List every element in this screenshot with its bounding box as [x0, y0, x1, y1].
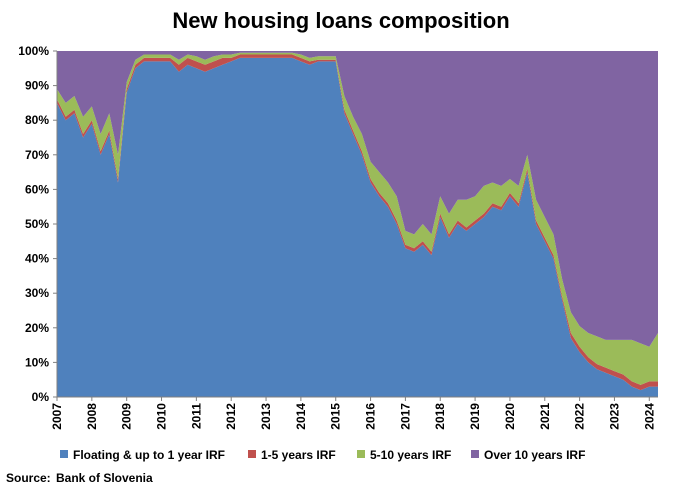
y-tick-label: 40% [25, 252, 49, 266]
x-tick-label: 2013 [259, 403, 273, 430]
x-tick-label: 2012 [224, 403, 238, 430]
legend: Floating & up to 1 year IRF 1-5 years IRF… [60, 448, 585, 462]
x-tick-label: 2008 [85, 403, 99, 430]
x-tick-label: 2023 [607, 403, 621, 430]
y-tick-label: 30% [25, 286, 49, 300]
x-tick-label: 2014 [294, 403, 308, 430]
legend-label: 5-10 years IRF [370, 448, 451, 462]
area-series-2 [57, 52, 658, 385]
x-tick-label: 2015 [329, 403, 343, 430]
x-tick-label: 2017 [398, 403, 412, 430]
x-tick-label: 2007 [50, 403, 64, 430]
y-tick-label: 80% [25, 113, 49, 127]
x-tick-label: 2009 [120, 403, 134, 430]
y-tick-label: 70% [25, 148, 49, 162]
legend-swatch [60, 450, 68, 458]
legend-label: Floating & up to 1 year IRF [73, 448, 225, 462]
stacked-areas [57, 51, 658, 398]
y-tick-label: 20% [25, 321, 49, 335]
legend-swatch [248, 450, 256, 458]
y-tick-label: 60% [25, 182, 49, 196]
source-text: Bank of Slovenia [56, 471, 153, 485]
area-series-3 [57, 51, 658, 347]
x-tick-label: 2020 [503, 403, 517, 430]
legend-label: 1-5 years IRF [261, 448, 336, 462]
area-series-0 [57, 57, 658, 398]
y-tick-label: 50% [25, 217, 49, 231]
x-tick-label: 2016 [364, 403, 378, 430]
x-tick-label: 2024 [642, 403, 656, 430]
y-tick-label: 100% [18, 44, 49, 58]
y-tick-label: 0% [32, 390, 50, 404]
x-tick-label: 2019 [468, 403, 482, 430]
legend-swatch [357, 450, 365, 458]
source-label: Source: [6, 471, 51, 485]
x-tick-label: 2018 [433, 403, 447, 430]
x-tick-label: 2022 [573, 403, 587, 430]
x-tick-label: 2010 [155, 403, 169, 430]
legend-label: Over 10 years IRF [484, 448, 585, 462]
y-tick-label: 10% [25, 355, 49, 369]
y-tick-label: 90% [25, 79, 49, 93]
x-axis: 2007 2008 2009 2010 2011 2012 2013 2014 2015 2016… [50, 396, 658, 430]
y-axis: 0% 10% 20% 30% 40% 50% 60% 70% 80% 90% 100% [18, 44, 58, 404]
chart-title: New housing loans composition [172, 8, 509, 33]
x-tick-label: 2011 [189, 403, 203, 429]
x-tick-label: 2021 [538, 403, 552, 430]
legend-swatch [471, 450, 479, 458]
